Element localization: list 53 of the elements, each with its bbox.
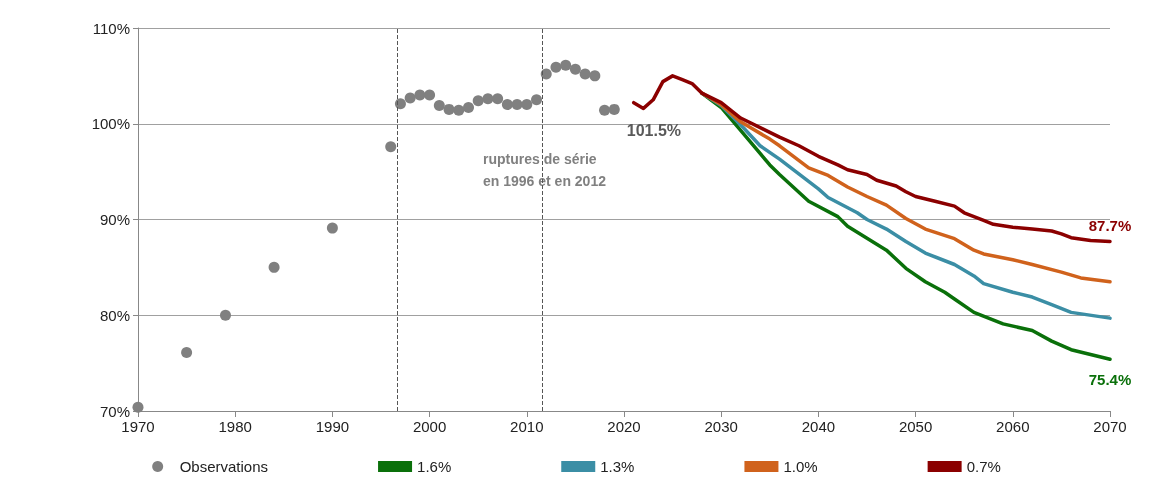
point — [589, 70, 601, 82]
point — [472, 95, 484, 107]
point — [453, 104, 465, 116]
y-tick-label: 80% — [99, 306, 130, 324]
x-tick-label: 2010 — [510, 418, 544, 435]
data-label: 75.4% — [1088, 371, 1132, 389]
point — [443, 103, 455, 115]
data-label: 101.5% — [626, 121, 682, 139]
point — [492, 93, 504, 105]
legend-label: 0.7% — [966, 458, 1001, 475]
legend-label: 1.0% — [783, 458, 818, 475]
x-tick-label: 1970 — [121, 418, 155, 435]
point — [482, 93, 494, 105]
point — [608, 103, 620, 115]
point — [219, 309, 231, 321]
point — [404, 92, 416, 104]
point — [132, 401, 144, 413]
x-tick-label: 2000 — [412, 418, 447, 435]
x-tick-label: 2040 — [801, 418, 836, 435]
point — [511, 99, 523, 111]
x-tick-label: 2020 — [607, 418, 641, 435]
y-tick-label: 100% — [91, 115, 130, 133]
x-tick-label: 2070 — [1093, 418, 1127, 435]
point — [462, 101, 474, 113]
point — [599, 104, 611, 116]
point — [414, 89, 426, 101]
point — [550, 61, 562, 73]
x-tick-label: 1990 — [315, 418, 350, 435]
x-tick-label: 2030 — [704, 418, 738, 435]
legend-label: 1.6% — [417, 458, 452, 475]
legend-label: 1.3% — [600, 458, 635, 475]
point — [424, 89, 436, 101]
y-tick-label: 90% — [99, 211, 130, 228]
data-label: 87.7% — [1088, 216, 1132, 234]
point — [394, 98, 406, 110]
legend-label: Observations — [179, 458, 269, 475]
y-tick-label: 110% — [92, 19, 130, 37]
annotation: ruptures de série en 1996 et en 2012 — [483, 151, 607, 189]
x-tick-label: 2060 — [996, 418, 1030, 435]
point — [326, 222, 338, 234]
x-tick-label: 2050 — [898, 418, 933, 435]
point — [433, 100, 445, 112]
point — [560, 59, 572, 71]
point — [531, 94, 543, 106]
point — [501, 99, 513, 111]
point — [181, 347, 193, 359]
point — [569, 63, 581, 75]
point — [540, 68, 552, 80]
x-tick-label: 1980 — [218, 418, 252, 435]
point — [385, 141, 397, 153]
point — [521, 99, 533, 111]
y-tick-label: 70% — [99, 402, 130, 420]
point — [268, 261, 280, 273]
